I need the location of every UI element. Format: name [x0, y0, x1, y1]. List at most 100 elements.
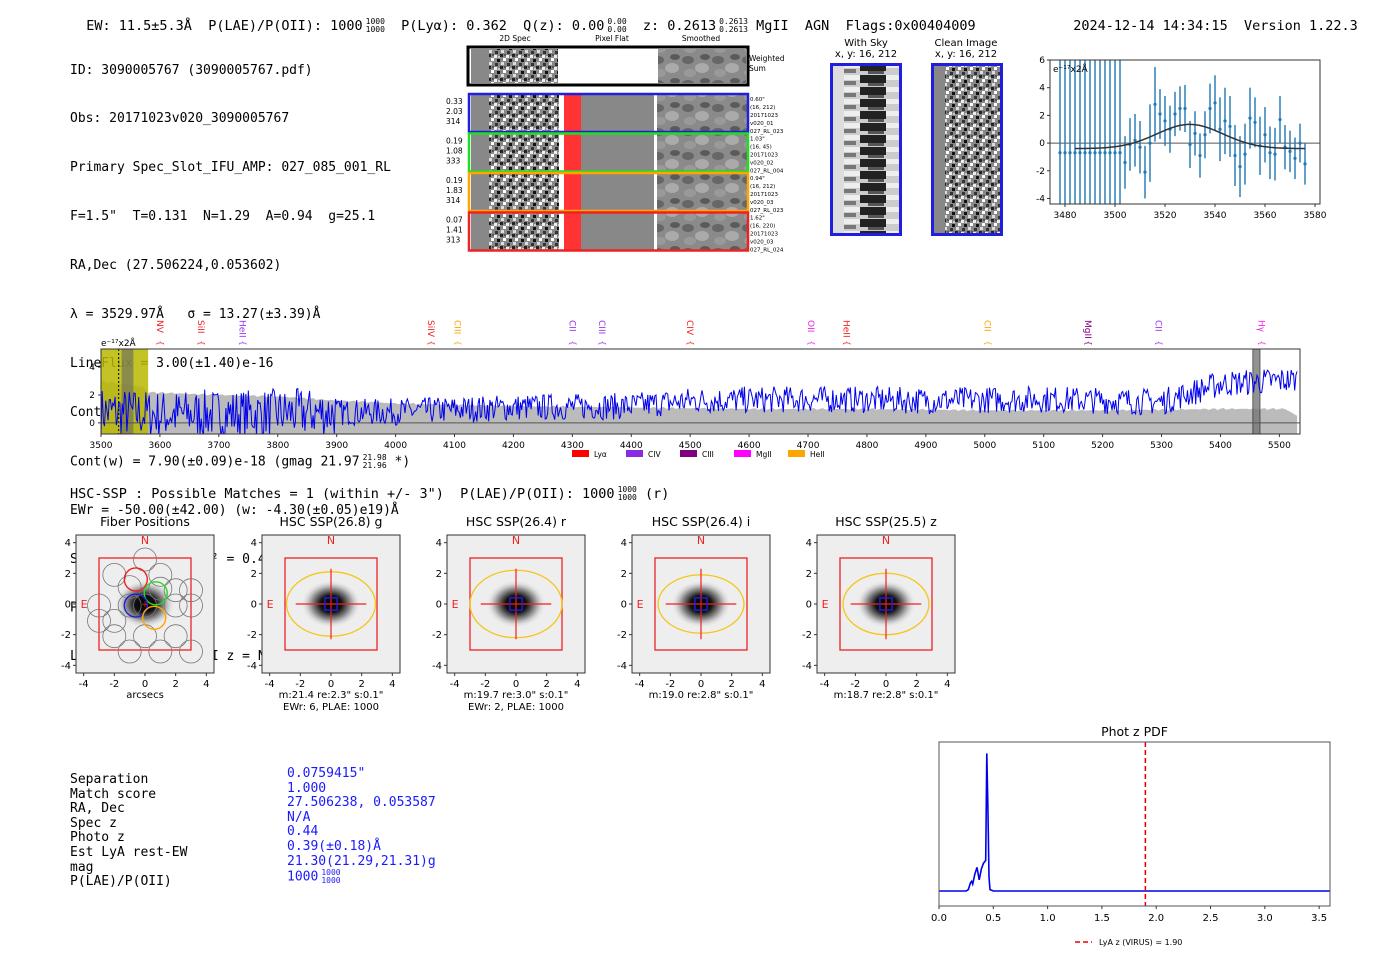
match-value-text: 0.0759415"	[287, 766, 366, 781]
chart-title: Phot z PDF	[1101, 724, 1168, 739]
data-point	[1183, 106, 1187, 111]
fiber-circle	[87, 593, 111, 618]
pixel-flat-bad-column	[564, 95, 581, 131]
x-tick-label: 3700	[207, 441, 230, 451]
emission-line-marker: SiII	[195, 320, 205, 334]
line-bracket-icon: {	[807, 340, 816, 345]
match-values: 0.0759415" 1.000 27.506238, 0.053587 N/A 0.4…	[287, 766, 436, 885]
info-contw: Cont(w) = 7.90(±0.09)e-18 (gmag 21.97 21.…	[70, 453, 410, 470]
phot-z-pdf-chart: Phot z PDF 0.0 0.5 1.0 1.5 2.0 2.5 3.0 3.5 LyA z …	[931, 724, 1331, 947]
weighted-label: Weighted	[749, 54, 785, 63]
fiber-stat: 313	[446, 236, 461, 245]
emission-line-marker: MgII	[1082, 320, 1092, 339]
panel-caption-2: EWr: 2, PLAE: 1000	[468, 702, 564, 713]
y-tick-label: 0	[89, 419, 95, 429]
line-fit-chart: 3480 3500 3520 3540 3560 3580 -4 -2 0 2 4 6 e⁻¹⁷x2Å	[1036, 56, 1327, 221]
fiber-meta: 0.94"	[750, 176, 765, 182]
y-tick-label: 4	[436, 538, 442, 549]
data-point	[1203, 133, 1207, 137]
data-point	[1113, 151, 1117, 155]
panel-title: HSC SSP(26.8) g	[280, 514, 383, 529]
header-summary: EW: 11.5±5.3Å P(LAE)/P(OII): 1000 1000 100…	[70, 2, 975, 35]
fiber-circle	[179, 593, 203, 618]
match-value-text: 1000	[287, 869, 319, 885]
plot-frame	[938, 741, 1331, 907]
clean-xy: x, y: 16, 212	[934, 49, 998, 60]
y-tick-label: 0	[436, 600, 442, 611]
data-point	[1278, 117, 1282, 122]
sum-label: Sum	[749, 64, 766, 73]
hsc-cutout-panel: HSC SSP(26.4) r N E -4 -4 -2 -2 0 0 2 2 4 4 m:19.7 re…	[432, 514, 586, 713]
x-tick-label: 5000	[973, 441, 996, 451]
x-tick-label: 3.5	[1311, 913, 1327, 924]
info-ewr: EWr = -50.00(±42.00) (w: -4.30(±0.05)e19…	[70, 502, 399, 518]
emission-line-marker: CII	[982, 320, 992, 332]
y-tick-label: 4	[1039, 84, 1045, 94]
line-bracket-icon: {	[984, 340, 993, 345]
fiber-frame	[467, 211, 750, 252]
legend-swatch	[680, 450, 697, 457]
line-bracket-icon: {	[1084, 340, 1093, 345]
contw-range: 21.98 21.96	[362, 453, 387, 470]
fiber-circle	[133, 593, 157, 618]
x-tick-label: 4800	[855, 441, 878, 451]
with-sky-xy: x, y: 16, 212	[834, 49, 898, 60]
x-tick-label: 3900	[325, 441, 348, 451]
fiber-circle	[117, 575, 142, 600]
pixel-flat-bad-column	[564, 213, 581, 250]
match-value-text: 21.30(21.29,21.31)g	[287, 853, 436, 869]
match-value: 0.39(±0.18)Å	[287, 839, 436, 855]
x-tick-label: -2	[665, 679, 675, 690]
data-point	[1208, 106, 1212, 111]
pixel-flat-bad-column	[564, 134, 581, 171]
line-bracket-icon: {	[686, 340, 695, 345]
x-tick-label: -4	[450, 679, 460, 690]
info-line: Primary Spec_Slot_IFU_AMP: 027_085_001_R…	[70, 160, 391, 176]
fiber-circle	[117, 593, 142, 618]
x-tick-label: 3480	[1054, 211, 1077, 221]
x-tick-label: 3800	[266, 441, 289, 451]
fiber-circle	[163, 593, 188, 618]
contw-lo: 21.96	[362, 460, 387, 470]
y-tick-label: 6	[1039, 56, 1045, 66]
fiber-stat: 333	[446, 157, 461, 166]
header-datetime: 2024-12-14 14:34:15	[1073, 18, 1228, 34]
x-tick-label: 2	[728, 679, 734, 690]
fiber-circle	[87, 608, 111, 633]
match-label: Match score	[70, 786, 157, 802]
gaussian-fit-line	[1074, 123, 1306, 150]
info-line: Obs: 20171023v020_3090005767	[70, 111, 290, 127]
y-tick-label: 4	[65, 538, 71, 549]
with-sky-title: With Sky x, y: 16, 212	[830, 38, 902, 60]
x-tick-label: 1.5	[1094, 913, 1110, 924]
header-plya: P(Lyα): 0.362	[401, 18, 507, 34]
panel-caption: m:19.7 re:3.0" s:0.1"	[464, 690, 569, 701]
x-tick-label: 4700	[797, 441, 820, 451]
x-tick-label: 3540	[1204, 211, 1227, 221]
match-value: 27.506238, 0.053587	[287, 795, 436, 811]
emission-line-marker: CIII	[451, 320, 461, 334]
header-qz: Q(z): 0.00	[523, 18, 605, 34]
contw-text: Cont(w) = 7.90(±0.09)e-18 (gmag 21.97	[70, 454, 360, 470]
legend-swatch	[572, 450, 589, 457]
center-cross-icon: +	[141, 600, 149, 610]
match-value-text: N/A	[287, 809, 311, 825]
x-tick-label: 4400	[620, 441, 643, 451]
hsc-header: HSC-SSP : Possible Matches = 1 (within +…	[70, 486, 669, 503]
x-tick-label: 1.0	[1040, 913, 1056, 924]
col-header-2dspec: 2D Spec	[499, 34, 530, 43]
x-tick-label: 2	[358, 679, 364, 690]
panel-caption: arcsecs	[126, 690, 164, 701]
data-point	[1193, 131, 1197, 135]
x-tick-label: 3600	[148, 441, 171, 451]
fiber-meta: 027_RL_023	[750, 129, 784, 135]
emission-line-marker: SiIV	[425, 320, 435, 338]
data-point	[1253, 120, 1257, 124]
match-value: 1000 1000 1000	[287, 869, 436, 885]
panel-title: HSC SSP(25.5) z	[835, 514, 937, 529]
match-label: Separation	[70, 772, 149, 787]
data-point	[1123, 160, 1127, 165]
fiber-stat: 314	[446, 196, 461, 205]
panel-caption: m:18.7 re:2.8" s:0.1"	[834, 690, 939, 701]
